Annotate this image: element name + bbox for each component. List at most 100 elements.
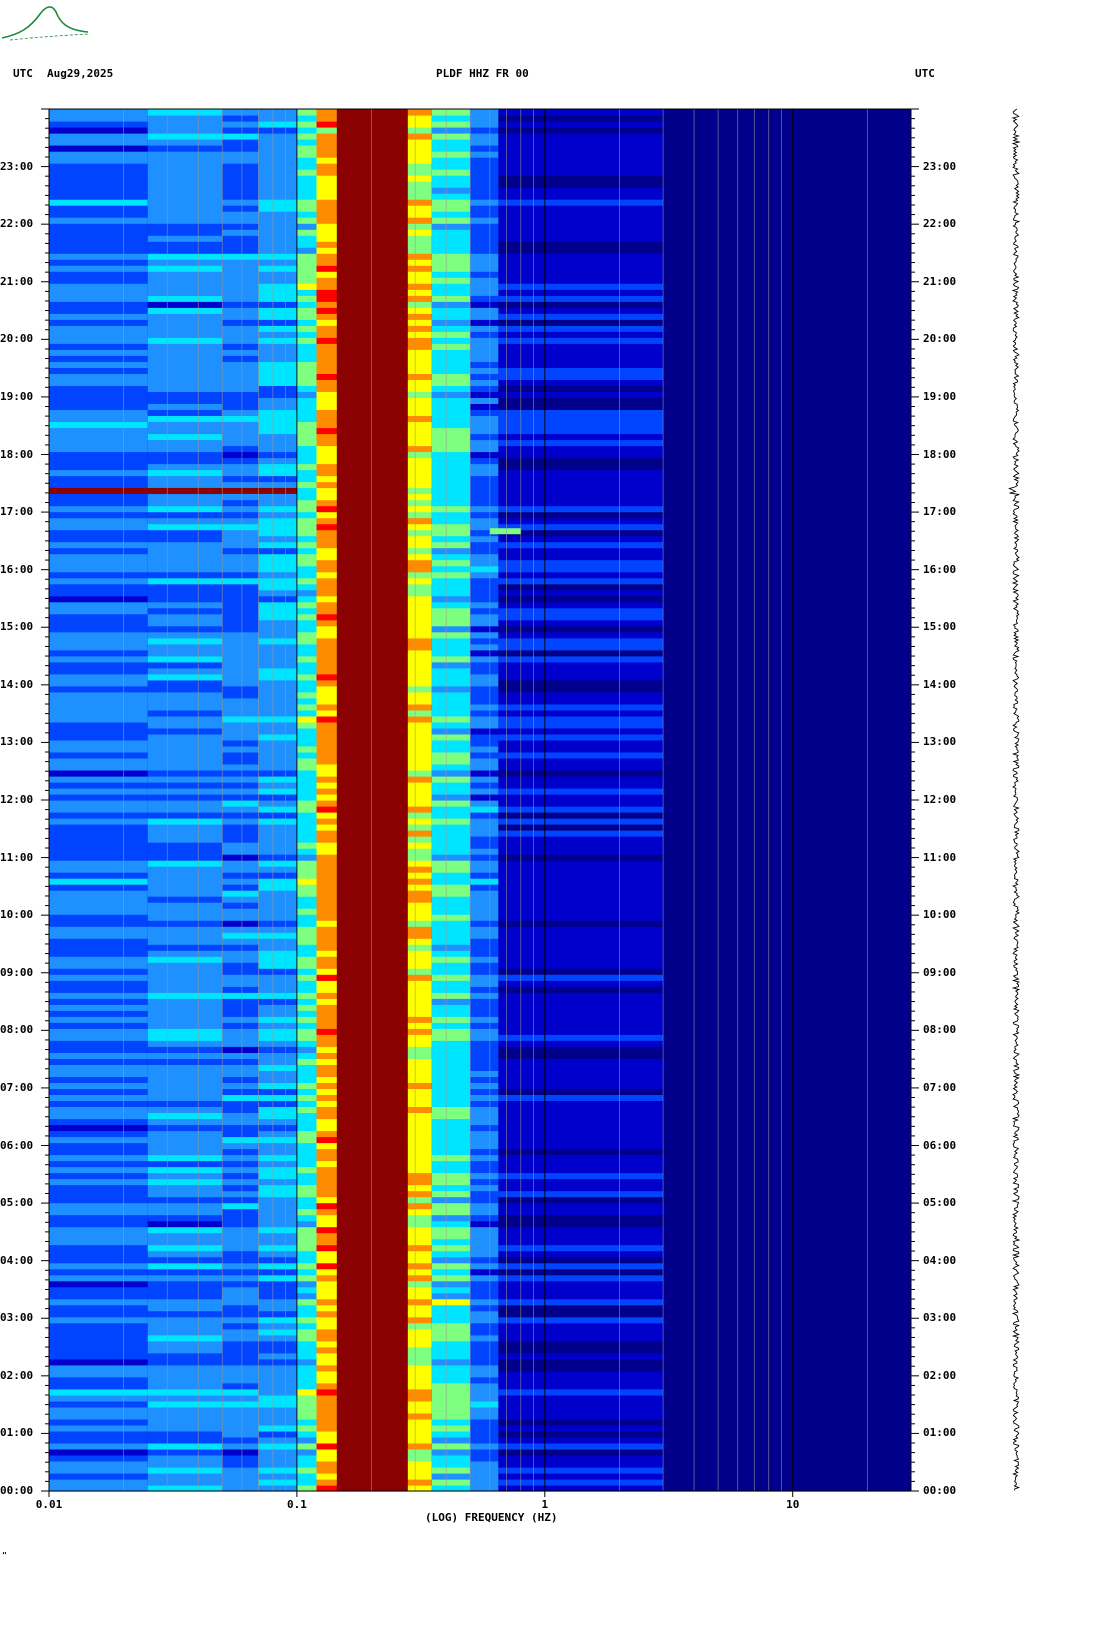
spectrogram-cell <box>336 601 372 609</box>
spectrogram-cell <box>470 1124 499 1132</box>
spectrogram-cell <box>336 541 372 549</box>
spectrogram-cell <box>296 1364 317 1372</box>
spectrogram-cell <box>470 283 499 290</box>
spectrogram-cell <box>470 523 499 531</box>
spectrogram-cell <box>258 403 297 410</box>
spectrogram-cell <box>222 661 259 669</box>
spectrogram-cell <box>431 691 471 699</box>
spectrogram-cell <box>371 878 408 885</box>
spectrogram-cell <box>431 1394 471 1402</box>
spectrogram-cell <box>336 607 372 615</box>
spectrogram-cell <box>470 475 499 483</box>
spectrogram-cell <box>470 926 499 933</box>
spectrogram-cell <box>222 1454 259 1462</box>
spectrogram-cell <box>147 751 223 759</box>
spectrogram-cell <box>316 385 337 392</box>
spectrogram-cell <box>296 818 317 825</box>
spectrogram-cell <box>407 391 432 398</box>
spectrogram-cell <box>663 1208 911 1216</box>
spectrogram-cell <box>49 1016 148 1023</box>
spectrogram-cell <box>663 331 911 338</box>
spectrogram-cell <box>258 559 297 567</box>
spectrogram-cell <box>258 199 297 206</box>
spectrogram-cell <box>431 1076 471 1083</box>
spectrogram-cell <box>49 481 148 489</box>
spectrogram-cell <box>663 709 911 717</box>
spectrogram-cell <box>407 415 432 422</box>
spectrogram-cell <box>407 992 432 999</box>
spectrogram-cell <box>147 565 223 573</box>
spectrogram-cell <box>316 727 337 735</box>
spectrogram-cell <box>431 385 471 392</box>
spectrogram-cell <box>222 295 259 302</box>
spectrogram-cell <box>470 457 499 465</box>
spectrogram-cell <box>147 445 223 453</box>
spectrogram-cell <box>663 373 911 380</box>
spectrogram-cell <box>258 800 297 807</box>
spectrogram-cell <box>498 1376 664 1384</box>
spectrogram-cell <box>222 842 259 849</box>
spectrogram-cell <box>336 884 372 891</box>
spectrogram-cell <box>498 1034 664 1041</box>
spectrogram-cell <box>407 313 432 320</box>
spectrogram-cell <box>498 271 664 278</box>
spectrogram-cell <box>316 379 337 386</box>
spectrogram-cell <box>147 824 223 831</box>
spectrogram-cell <box>371 1226 408 1234</box>
spectrogram-cell <box>431 926 471 933</box>
spectrogram-cell <box>222 836 259 843</box>
spectrogram-cell <box>407 157 432 164</box>
spectrogram-cell <box>258 1166 297 1174</box>
spectrogram-cell <box>222 277 259 284</box>
spectrogram-cell <box>470 445 499 453</box>
spectrogram-cell <box>258 1364 297 1372</box>
spectrogram-cell <box>296 1184 317 1192</box>
spectrogram-cell <box>222 331 259 338</box>
spectrogram-cell <box>663 655 911 663</box>
spectrogram-cell <box>371 571 408 579</box>
spectrogram-cell <box>336 890 372 897</box>
spectrogram-cell <box>431 403 471 410</box>
y-tick-label-left: 09:00 <box>0 965 34 979</box>
spectrogram-cell <box>663 175 911 182</box>
spectrogram-cell <box>49 1352 148 1360</box>
spectrogram-cell <box>336 583 372 591</box>
spectrogram-cell <box>222 908 259 915</box>
spectrogram-cell <box>371 1100 408 1107</box>
spectrogram-cell <box>222 1160 259 1168</box>
spectrogram-cell <box>49 1040 148 1047</box>
spectrogram-cell <box>49 1310 148 1318</box>
spectrogram-cell <box>371 1412 408 1420</box>
spectrogram-cell <box>316 505 337 513</box>
spectrogram-cell <box>296 782 317 789</box>
spectrogram-cell <box>296 343 317 350</box>
spectrogram-cell <box>316 295 337 302</box>
spectrogram-cell <box>407 1028 432 1035</box>
spectrogram-cell <box>222 1256 259 1264</box>
spectrogram-cell <box>258 229 297 236</box>
spectrogram-cell <box>222 1034 259 1041</box>
spectrogram-cell <box>371 1166 408 1174</box>
spectrogram-cell <box>663 379 911 386</box>
spectrogram-cell <box>316 469 337 477</box>
spectrogram-cell <box>407 433 432 441</box>
spectrogram-cell <box>258 1196 297 1204</box>
spectrogram-cell <box>296 205 317 212</box>
spectrogram-cell <box>222 691 259 699</box>
spectrogram-cell <box>296 1244 317 1252</box>
spectrogram-cell <box>258 1454 297 1462</box>
spectrogram-cell <box>336 1160 372 1168</box>
spectrogram-cell <box>431 812 471 819</box>
spectrogram-cell <box>336 439 372 447</box>
spectrogram-cell <box>407 1364 432 1372</box>
spectrogram-cell <box>371 343 408 350</box>
spectrogram-cell <box>316 788 337 795</box>
spectrogram-cell <box>316 1070 337 1077</box>
spectrogram-cell <box>147 289 223 296</box>
spectrogram-cell <box>258 1346 297 1354</box>
spectrogram-cell <box>222 427 259 435</box>
spectrogram-cell <box>431 1358 471 1366</box>
spectrogram-cell <box>296 385 317 392</box>
spectrogram-cell <box>371 956 408 963</box>
